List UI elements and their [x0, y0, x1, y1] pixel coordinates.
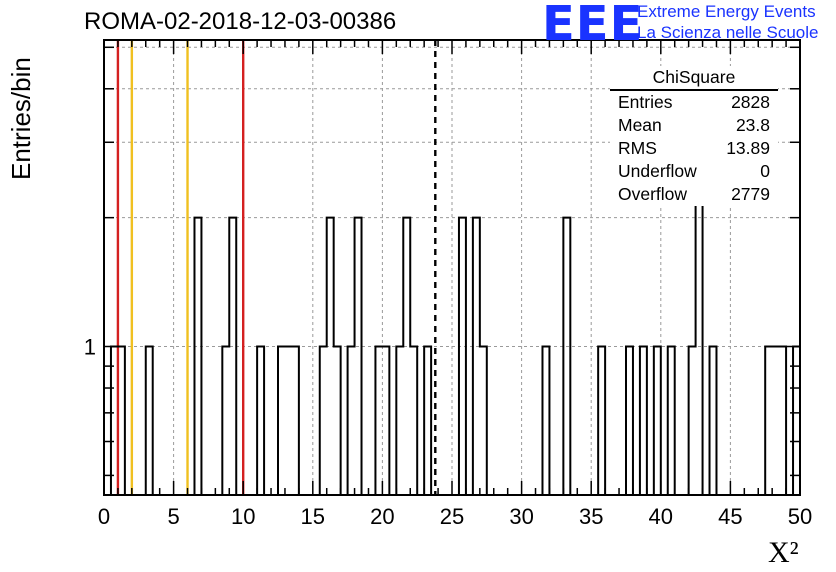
histogram-bar [348, 347, 355, 495]
histogram-bar [459, 218, 466, 495]
stats-box: ChiSquare Entries 2828 Mean 23.8 RMS 13.… [610, 66, 778, 206]
stats-row-rms: RMS 13.89 [610, 137, 778, 160]
histogram-bar [626, 347, 633, 495]
logo-line-2: La Scienza nelle Scuole [637, 23, 819, 42]
histogram-bar [375, 347, 382, 495]
histogram-bar [320, 347, 327, 495]
stats-title: ChiSquare [610, 66, 778, 91]
histogram-bar [334, 347, 341, 495]
histogram-bar [382, 347, 389, 495]
histogram-bar [111, 347, 118, 495]
x-tick-label: 50 [788, 504, 812, 529]
x-tick-label: 45 [718, 504, 742, 529]
stats-value: 13.89 [726, 138, 770, 158]
stats-label: Overflow [618, 184, 688, 204]
histogram-bar [480, 347, 487, 495]
histogram-bar [403, 218, 410, 495]
histogram-bar [327, 218, 334, 495]
axis-tick-labels: 0 5 10 15 20 25 30 35 40 45 50 1 [84, 335, 812, 529]
stats-label: Entries [618, 92, 673, 112]
x-tick-label: 5 [167, 504, 179, 529]
histogram-bar [278, 347, 285, 495]
histogram-bar [222, 347, 229, 495]
histogram-bar [668, 347, 675, 495]
x-tick-label: 20 [370, 504, 394, 529]
x-tick-label: 0 [98, 504, 110, 529]
histogram-bar [355, 218, 362, 495]
stats-value: 23.8 [735, 115, 770, 135]
histogram-bar [563, 218, 570, 495]
axis-ticks [103, 40, 801, 495]
histogram-bar [473, 218, 480, 495]
histogram-bar [793, 347, 800, 495]
histogram-bar [640, 347, 647, 495]
logo-line-1: Extreme Energy Events [637, 2, 816, 21]
histogram-bar [257, 347, 264, 495]
x-tick-label: 30 [509, 504, 533, 529]
stats-row-mean: Mean 23.8 [610, 114, 778, 137]
histogram-bar [410, 347, 417, 495]
chart-title: ROMA-02-2018-12-03-00386 [84, 8, 397, 35]
stats-label: Mean [618, 115, 662, 135]
y-axis-label: Entries/bin [6, 57, 36, 180]
stats-value: 2779 [731, 184, 770, 204]
stats-row-underflow: Underflow 0 [610, 160, 778, 183]
x-tick-label: 40 [649, 504, 673, 529]
histogram-bar [542, 347, 549, 495]
histogram-bar [292, 347, 299, 495]
eee-logo: EEE [542, 0, 644, 52]
histogram-bar [772, 347, 779, 495]
stats-row-entries: Entries 2828 [610, 91, 778, 114]
x-tick-label: 15 [301, 504, 325, 529]
x-tick-label: 25 [440, 504, 464, 529]
histogram-bar [689, 347, 696, 495]
stats-row-overflow: Overflow 2779 [610, 183, 778, 206]
stats-label: RMS [618, 138, 657, 158]
x-tick-label: 35 [579, 504, 603, 529]
stats-value: 0 [760, 161, 770, 181]
x-axis-label: X² [768, 536, 799, 569]
histogram-bar [710, 347, 717, 495]
histogram-bar [146, 347, 153, 495]
histogram-bar [765, 347, 772, 495]
histogram-bar [396, 347, 403, 495]
histogram-bar [229, 218, 236, 495]
histogram-bar [779, 347, 786, 495]
histogram-bar [285, 347, 292, 495]
x-tick-label: 10 [231, 504, 255, 529]
histogram-bar [654, 347, 661, 495]
histogram-bar [598, 347, 605, 495]
stats-label: Underflow [618, 161, 697, 181]
histogram-bar [424, 347, 431, 495]
stats-value: 2828 [731, 92, 770, 112]
reference-lines [116, 40, 437, 495]
histogram-bar [118, 347, 125, 495]
y-tick-label: 1 [84, 335, 96, 360]
histogram-bar [194, 218, 201, 495]
